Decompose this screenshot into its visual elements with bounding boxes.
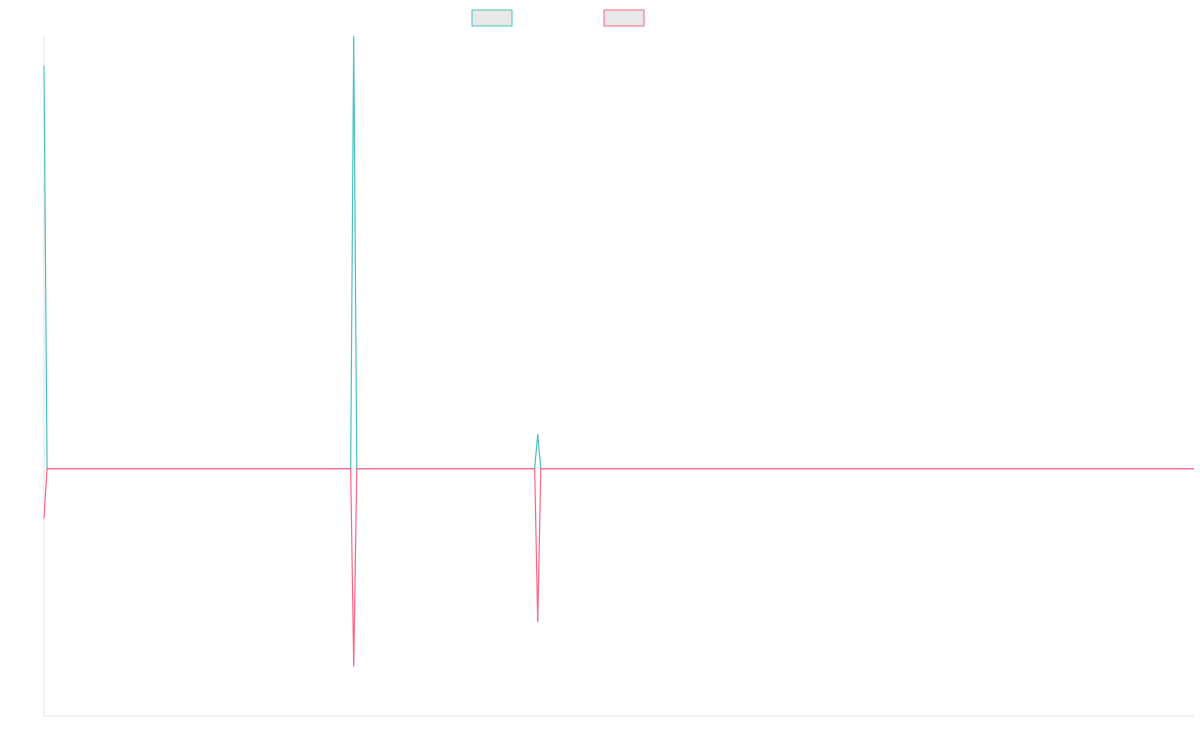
legend-swatch-1[interactable] xyxy=(471,9,513,27)
legend-swatch-2[interactable] xyxy=(603,9,645,27)
series-line-1 xyxy=(43,35,1194,470)
series-line-2 xyxy=(43,468,1194,667)
series-layer xyxy=(43,35,1194,667)
legend[interactable] xyxy=(471,9,645,27)
